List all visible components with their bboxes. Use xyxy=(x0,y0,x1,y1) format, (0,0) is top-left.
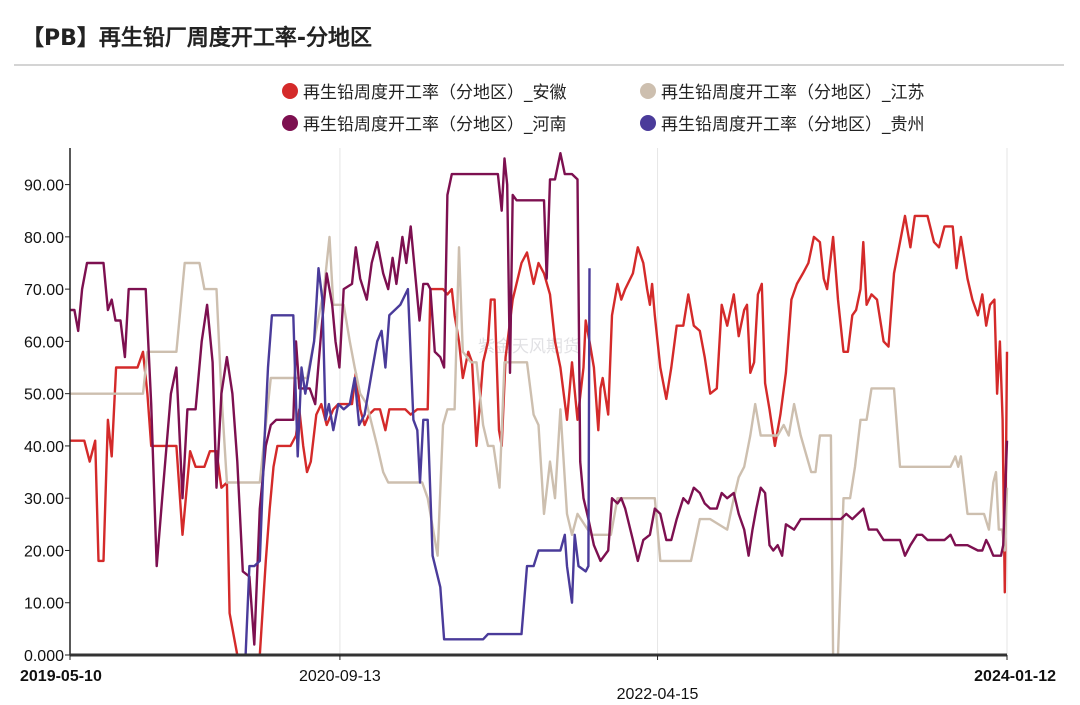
y-tick-label-7: 70.00 xyxy=(24,282,64,299)
series-line-2 xyxy=(70,152,1009,646)
series-line-1 xyxy=(70,235,1009,657)
legend-label-1: 再生铅周度开工率（分地区）_江苏 xyxy=(661,83,925,103)
legend-marker-2 xyxy=(282,115,298,131)
axes xyxy=(69,148,1007,657)
x-axis-ticks: 2019-05-10 2020-09-13 2022-04-15 2024-01-12 xyxy=(20,655,1056,703)
y-tick-label-3: 30.00 xyxy=(24,491,64,508)
y-tick-label-0: 0.000 xyxy=(24,648,64,665)
x-tick-label-1: 2020-09-13 xyxy=(299,668,381,685)
y-axis-ticks: 0.000 10.00 20.00 30.00 40.00 50.00 60.00 70.00… xyxy=(24,178,70,665)
grid xyxy=(69,148,1008,655)
series-line-0 xyxy=(70,214,1009,657)
legend-marker-0 xyxy=(282,83,298,99)
chart-title: 【PB】再生铅厂周度开工率-分地区 xyxy=(22,25,372,51)
y-tick-label-8: 80.00 xyxy=(24,230,64,247)
x-tick-label-2: 2022-04-15 xyxy=(617,686,699,703)
legend-marker-3 xyxy=(640,115,656,131)
watermark: 紫金天风期货 xyxy=(478,337,580,357)
legend-marker-1 xyxy=(640,83,656,99)
series-line-3 xyxy=(244,267,591,656)
x-tick-label-3: 2024-01-12 xyxy=(974,668,1056,685)
legend-label-3: 再生铅周度开工率（分地区）_贵州 xyxy=(661,115,925,135)
y-tick-label-1: 10.00 xyxy=(24,596,64,613)
y-tick-label-2: 20.00 xyxy=(24,543,64,560)
y-tick-label-5: 50.00 xyxy=(24,387,64,404)
legend-label-2: 再生铅周度开工率（分地区）_河南 xyxy=(303,115,567,135)
legend: 再生铅周度开工率（分地区）_安徽 再生铅周度开工率（分地区）_江苏再生铅周度开工率… xyxy=(282,83,925,135)
y-tick-label-6: 60.00 xyxy=(24,334,64,351)
series-group xyxy=(70,152,1009,657)
x-tick-label-0: 2019-05-10 xyxy=(20,668,102,685)
y-tick-label-9: 90.00 xyxy=(24,178,64,195)
y-tick-label-4: 40.00 xyxy=(24,439,64,456)
legend-label-0: 再生铅周度开工率（分地区）_安徽 xyxy=(303,83,567,103)
